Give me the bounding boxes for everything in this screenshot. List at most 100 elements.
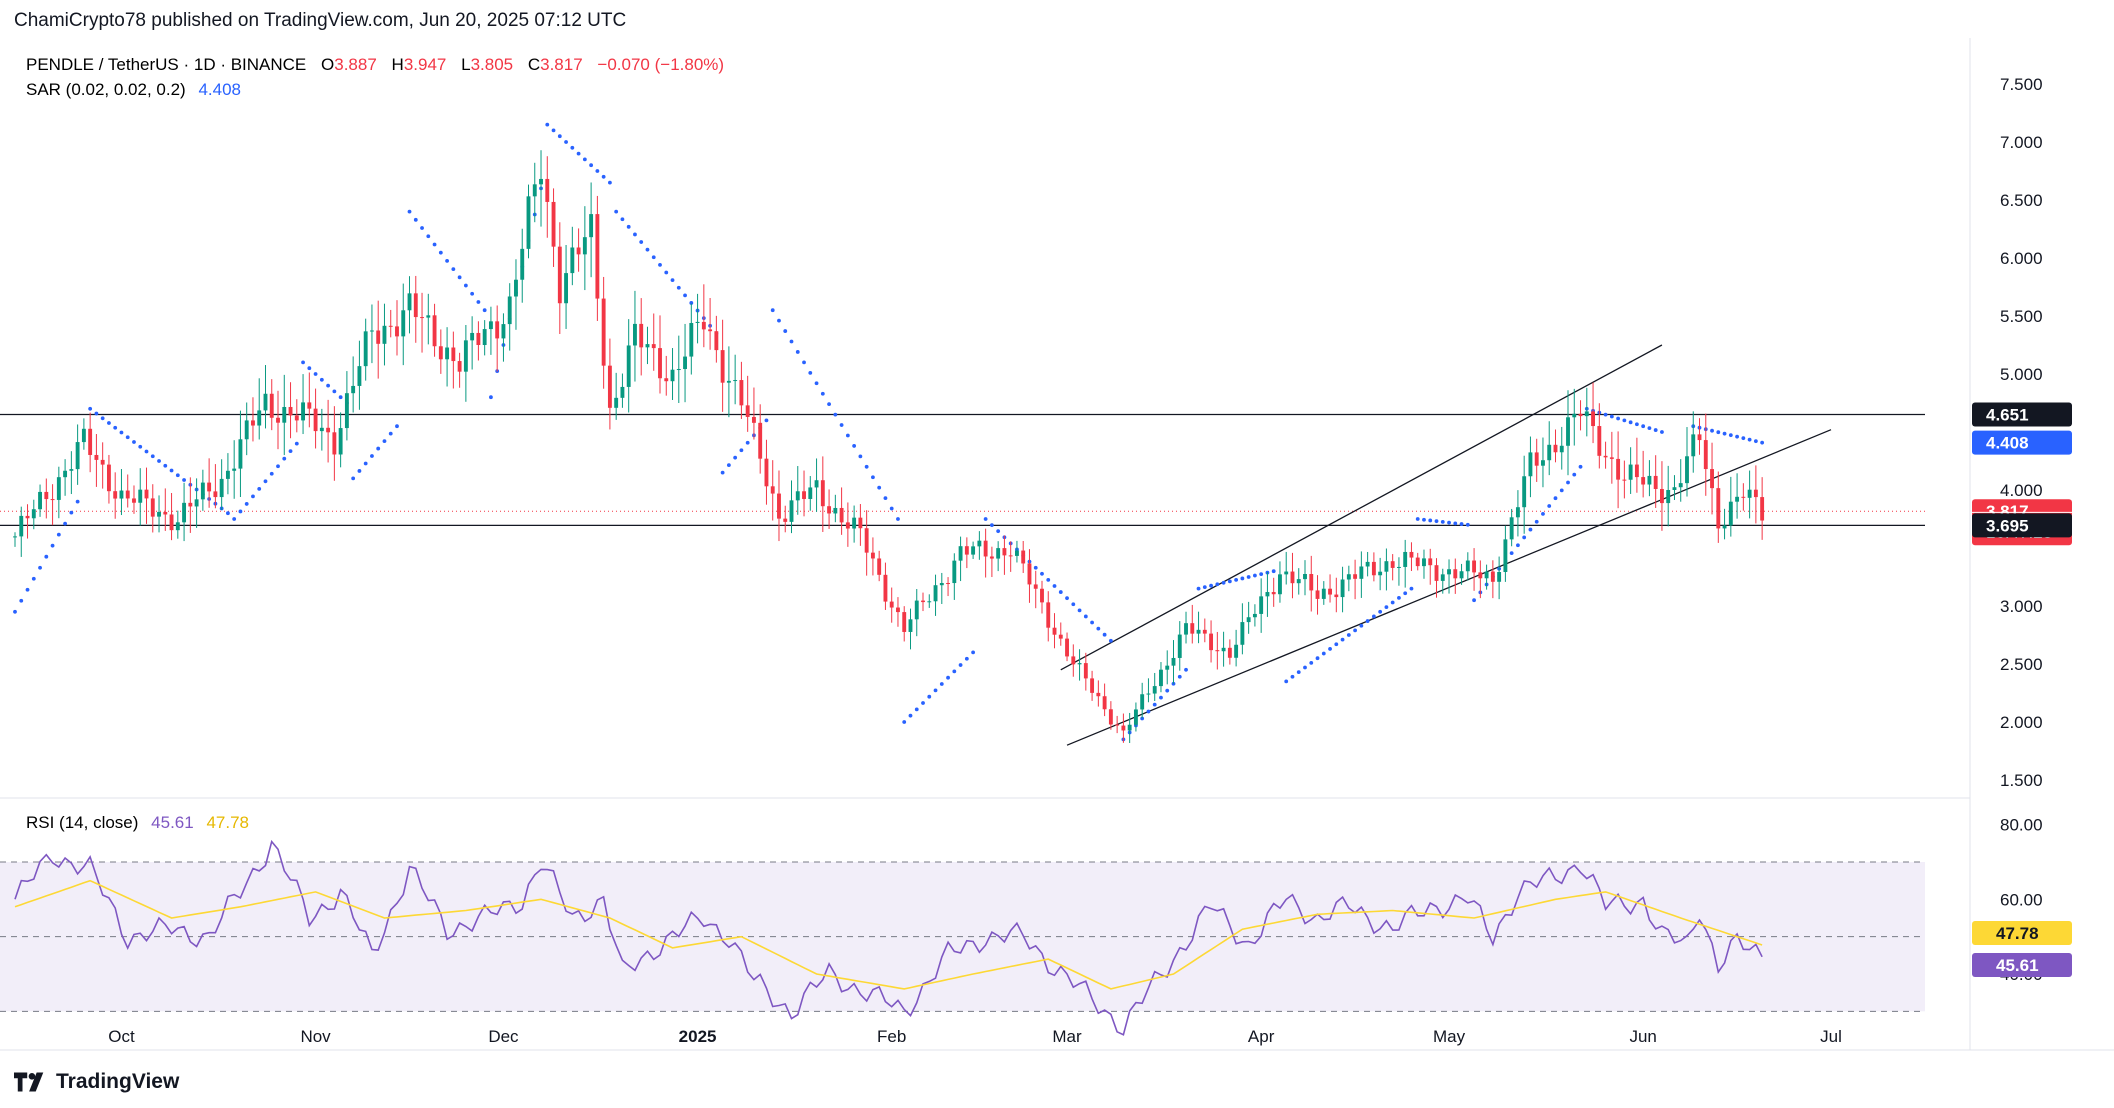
- candle-body: [157, 511, 161, 517]
- sar-dot: [19, 598, 24, 603]
- legend-sar[interactable]: SAR (0.02, 0.02, 0.2) 4.408: [26, 80, 241, 99]
- candle-body: [1065, 638, 1069, 657]
- candle-body: [777, 493, 781, 519]
- sar-dot: [1102, 632, 1107, 637]
- sar-dot: [276, 464, 280, 469]
- sar-dot: [996, 529, 1001, 534]
- candle-body: [288, 406, 293, 416]
- resistance-price-label-bg: [1972, 402, 2072, 427]
- candle-body: [726, 380, 731, 383]
- candle-body: [1184, 623, 1188, 635]
- candle-body: [106, 464, 111, 492]
- sar-dot: [132, 440, 136, 444]
- sar-dot: [476, 300, 481, 304]
- sar-dot: [1246, 575, 1251, 579]
- sar-dot: [163, 463, 168, 468]
- legend-open-label: O: [321, 55, 334, 74]
- sar-dot: [445, 259, 449, 263]
- candle-body: [1202, 629, 1207, 634]
- candle-body: [357, 366, 362, 386]
- sar-dot: [651, 255, 656, 260]
- sar-label: SAR (0.02, 0.02, 0.2): [26, 80, 186, 99]
- candle-body: [601, 298, 606, 366]
- candle-body: [1052, 627, 1057, 635]
- price-tick-label: 2.000: [2000, 713, 2043, 732]
- candle-body: [1346, 574, 1351, 580]
- time-axis[interactable]: Oct Nov Dec 2025 Feb Mar Apr May Jun Jul: [108, 1027, 1842, 1046]
- candle-body: [119, 490, 124, 499]
- price-tick-label: 3.000: [2000, 597, 2043, 616]
- price-tick-label: 5.000: [2000, 365, 2043, 384]
- candle-body: [1015, 550, 1019, 556]
- legend-rsi[interactable]: RSI (14, close) 45.61 47.78: [26, 813, 249, 832]
- sar-dot: [964, 656, 969, 661]
- sar-dot: [94, 411, 99, 416]
- candle-body: [31, 509, 36, 519]
- candle-body: [1672, 487, 1677, 491]
- sar-dot: [1065, 596, 1069, 601]
- candle-body: [69, 469, 74, 471]
- candle-body: [194, 499, 199, 507]
- candle-body: [169, 514, 174, 531]
- candle-body: [902, 612, 907, 632]
- candle-body: [1616, 458, 1621, 480]
- sar-dot: [551, 128, 556, 133]
- candle-body: [564, 273, 569, 304]
- sar-dot: [1622, 418, 1627, 423]
- sar-dot: [1221, 580, 1226, 585]
- candle-body: [971, 546, 976, 555]
- sar-dot: [608, 180, 612, 185]
- sar-dot: [858, 454, 863, 459]
- candle-body: [676, 369, 681, 371]
- candle-body: [75, 442, 80, 470]
- candle-body: [758, 422, 763, 459]
- sar-dot: [44, 554, 49, 559]
- sar-dot: [570, 145, 575, 150]
- sar-dot: [1040, 571, 1044, 576]
- sar-dot: [1090, 620, 1094, 625]
- candle-body: [1403, 551, 1408, 567]
- candle-body: [833, 507, 838, 514]
- chart-area[interactable]: 7.500 7.000 6.500 6.000 5.500 5.000 4.000 3.000…: [0, 38, 2114, 1068]
- sar-dot: [1303, 665, 1307, 670]
- candle-body: [557, 246, 562, 304]
- candle-body: [1490, 571, 1495, 582]
- sar-dot: [1196, 586, 1201, 591]
- candle-body: [789, 500, 794, 522]
- candle-body: [1547, 444, 1552, 461]
- candle-body: [864, 528, 869, 553]
- sar-dot: [614, 209, 619, 214]
- trendlines[interactable]: [1060, 344, 1832, 746]
- candle-body: [19, 515, 24, 537]
- sar-dot: [1572, 472, 1577, 477]
- candle-body: [1478, 572, 1483, 579]
- sar-price-label: 4.408: [1986, 434, 2029, 453]
- candle-body: [244, 420, 249, 440]
- candle-body: [814, 480, 819, 488]
- sar-dot: [1052, 584, 1057, 588]
- sar-dot: [25, 587, 30, 592]
- sar-dot: [1033, 565, 1038, 570]
- price-axis[interactable]: 7.500 7.000 6.500 6.000 5.500 5.000 4.000 3.000…: [2000, 75, 2043, 790]
- candle-body: [795, 491, 800, 501]
- rsi-label: RSI (14, close): [26, 813, 138, 832]
- sar-dot: [31, 576, 36, 581]
- time-tick-label: Feb: [877, 1027, 906, 1046]
- candle-body: [307, 402, 312, 409]
- candle-body: [113, 491, 118, 499]
- candle-body: [276, 417, 280, 423]
- candle-body: [1553, 444, 1558, 453]
- sar-dot: [814, 381, 819, 386]
- sar-dot: [1240, 576, 1245, 581]
- candle-body: [1484, 571, 1489, 579]
- candle-body: [1591, 411, 1595, 427]
- tradingview-logo[interactable]: TradingView: [14, 1070, 179, 1094]
- sar-dot: [1284, 679, 1289, 684]
- sar-dot: [914, 707, 919, 712]
- candle-body: [839, 507, 844, 523]
- candle-body: [714, 331, 719, 351]
- candle-body: [63, 470, 68, 478]
- candle-body: [1434, 565, 1439, 581]
- sar-dot: [808, 370, 813, 375]
- candle-body: [764, 458, 769, 487]
